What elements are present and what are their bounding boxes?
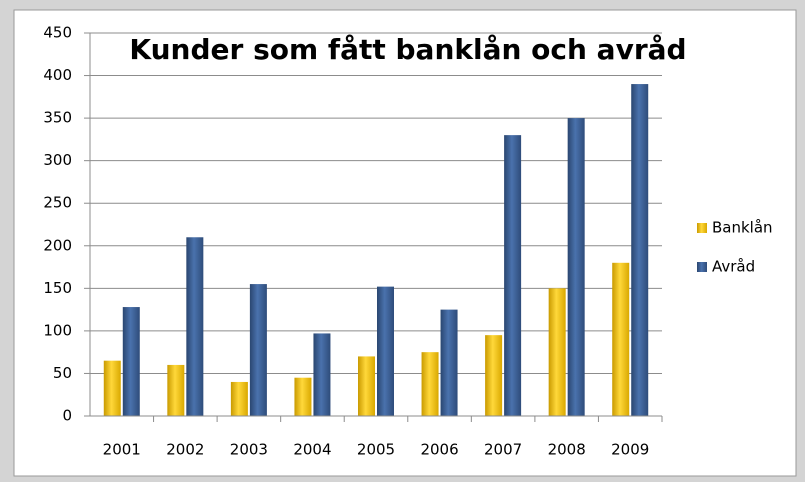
y-tick-label: 150 xyxy=(43,279,72,297)
y-tick-label: 50 xyxy=(53,364,72,382)
bar xyxy=(631,84,649,417)
y-tick-label: 0 xyxy=(62,407,72,425)
x-tick-label: 2005 xyxy=(357,441,395,459)
x-tick-label: 2009 xyxy=(611,441,649,459)
legend-swatch xyxy=(697,262,707,272)
bar xyxy=(167,364,185,416)
chart-area xyxy=(13,9,797,477)
legend-swatch xyxy=(697,223,707,233)
chart-title: Kunder som fått banklån och avråd xyxy=(129,33,686,66)
y-tick-label: 200 xyxy=(43,236,72,254)
bar xyxy=(103,360,121,416)
bar xyxy=(230,381,248,416)
legend-label: Banklån xyxy=(712,219,773,237)
bar xyxy=(186,237,204,416)
bar xyxy=(440,309,458,416)
bar xyxy=(485,335,503,416)
x-tick-label: 2001 xyxy=(103,441,141,459)
bar xyxy=(249,284,267,416)
y-tick-label: 400 xyxy=(43,66,72,84)
x-tick-label: 2008 xyxy=(548,441,586,459)
y-tick-label: 300 xyxy=(43,151,72,169)
bar xyxy=(567,118,585,416)
y-tick-label: 100 xyxy=(43,321,72,339)
y-tick-label: 450 xyxy=(43,24,72,42)
bar xyxy=(612,262,630,416)
x-tick-label: 2004 xyxy=(293,441,331,459)
bar xyxy=(313,333,331,416)
x-tick-label: 2007 xyxy=(484,441,522,459)
bar xyxy=(504,135,522,416)
x-tick-label: 2003 xyxy=(230,441,268,459)
bar xyxy=(377,286,394,416)
bar xyxy=(421,352,439,416)
x-tick-label: 2002 xyxy=(166,441,204,459)
bar xyxy=(294,377,312,416)
legend-label: Avråd xyxy=(712,258,755,276)
x-tick-label: 2006 xyxy=(420,441,458,459)
bar xyxy=(358,356,375,416)
bar xyxy=(122,307,140,416)
bar xyxy=(548,288,566,416)
y-tick-label: 350 xyxy=(43,109,72,127)
y-tick-label: 250 xyxy=(43,194,72,212)
